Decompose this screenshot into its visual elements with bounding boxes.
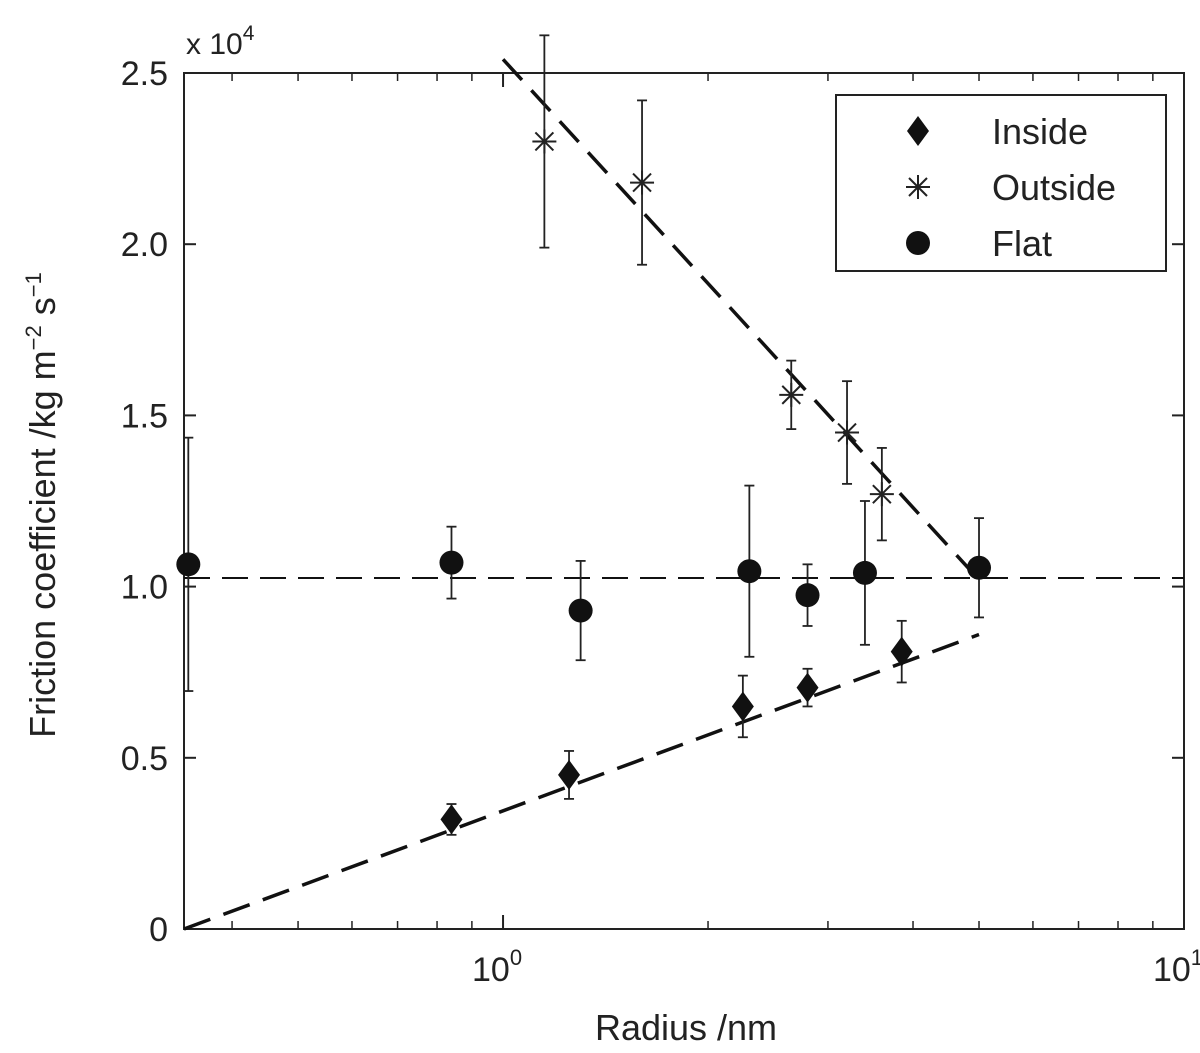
legend-box (835, 94, 1167, 272)
axes-layer: 0 0.5 1.0 1.5 2.0 2.5 100 101 (121, 55, 1200, 989)
y-tick-label: 2.0 (121, 226, 168, 264)
outside-fit (501, 58, 981, 581)
outside-point (630, 170, 655, 195)
flat-point (568, 598, 593, 623)
legend-marker-flat (906, 231, 930, 255)
flat-point (439, 550, 464, 575)
outside-point (869, 482, 894, 507)
inside-fit (183, 632, 980, 931)
y-tick-label: 0 (149, 911, 168, 949)
legend: Inside Outside Flat (835, 94, 1167, 272)
outside-point (532, 129, 557, 154)
outside-point (779, 382, 804, 407)
inside-point (796, 672, 819, 703)
flat-point (795, 583, 820, 608)
x-axis-label: Radius /nm (595, 1007, 777, 1048)
y-multiplier: x 104 (186, 22, 255, 61)
inside-point (440, 804, 463, 835)
y-axis-label: Friction coefficient /kg m−2 s−1 (21, 272, 63, 738)
x-tick-label-exponent: 0 (510, 945, 522, 970)
y-tick-label: 0.5 (121, 740, 168, 778)
legend-marker-inside (907, 116, 929, 146)
inside-point (890, 636, 913, 667)
flat-point (737, 559, 762, 584)
y-tick-label: 2.5 (121, 55, 168, 93)
x-tick-label-exponent: 1 (1191, 945, 1200, 970)
legend-label-inside: Inside (992, 111, 1088, 152)
y-axis-label-mid: s (22, 297, 63, 325)
x-tick-label: 101 (1153, 945, 1200, 989)
legend-label-outside: Outside (992, 167, 1116, 208)
inside-point (558, 759, 581, 790)
legend-label-flat: Flat (992, 223, 1052, 264)
series-flat (176, 436, 992, 692)
inside-point (731, 691, 754, 722)
y-axis-label-sup2: −1 (21, 272, 46, 297)
series-outside (532, 34, 894, 542)
legend-marker-outside (906, 175, 930, 199)
flat-point (967, 555, 992, 580)
plot-frame (183, 72, 1185, 930)
flat-point (852, 560, 877, 585)
y-tick-label: 1.5 (121, 397, 168, 435)
x-tick-label: 100 (472, 945, 522, 989)
y-multiplier-exponent: 4 (243, 22, 255, 45)
data-points (176, 34, 992, 836)
y-tick-label: 1.0 (121, 569, 168, 607)
flat-point (176, 552, 201, 577)
series-inside (440, 619, 913, 836)
fit-lines (183, 58, 1184, 931)
outside-point (835, 420, 860, 445)
y-axis-label-sup1: −2 (21, 325, 46, 350)
